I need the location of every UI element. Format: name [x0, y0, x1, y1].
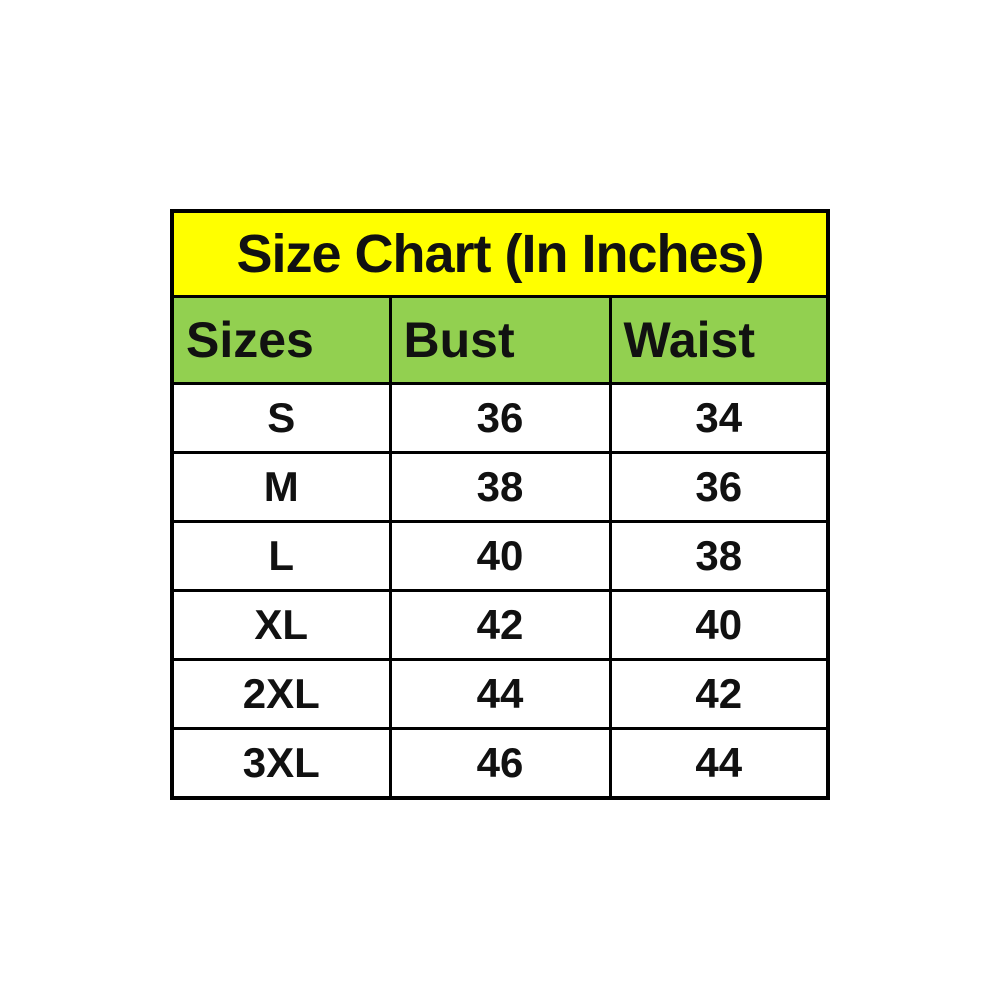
table-row: M 38 36 [170, 451, 830, 523]
size-cell: 2XL [170, 658, 392, 730]
table-row: 3XL 46 44 [170, 727, 830, 800]
bust-cell: 46 [388, 727, 612, 800]
size-chart-table: Size Chart (In Inches) Sizes Bust Waist … [170, 209, 830, 800]
table-row: L 40 38 [170, 520, 830, 592]
bust-cell: 42 [388, 589, 612, 661]
waist-cell: 44 [608, 727, 830, 800]
column-header-waist: Waist [608, 295, 830, 385]
bust-cell: 40 [388, 520, 612, 592]
waist-cell: 36 [608, 451, 830, 523]
waist-cell: 34 [608, 382, 830, 454]
column-header-bust: Bust [388, 295, 612, 385]
chart-title: Size Chart (In Inches) [170, 209, 830, 298]
table-row: XL 42 40 [170, 589, 830, 661]
bust-cell: 44 [388, 658, 612, 730]
header-row: Sizes Bust Waist [170, 295, 830, 385]
title-row: Size Chart (In Inches) [170, 209, 830, 298]
waist-cell: 38 [608, 520, 830, 592]
waist-cell: 40 [608, 589, 830, 661]
size-cell: L [170, 520, 392, 592]
waist-cell: 42 [608, 658, 830, 730]
table-row: S 36 34 [170, 382, 830, 454]
size-cell: M [170, 451, 392, 523]
bust-cell: 38 [388, 451, 612, 523]
column-header-sizes: Sizes [170, 295, 392, 385]
size-cell: 3XL [170, 727, 392, 800]
size-cell: S [170, 382, 392, 454]
bust-cell: 36 [388, 382, 612, 454]
size-cell: XL [170, 589, 392, 661]
table-row: 2XL 44 42 [170, 658, 830, 730]
